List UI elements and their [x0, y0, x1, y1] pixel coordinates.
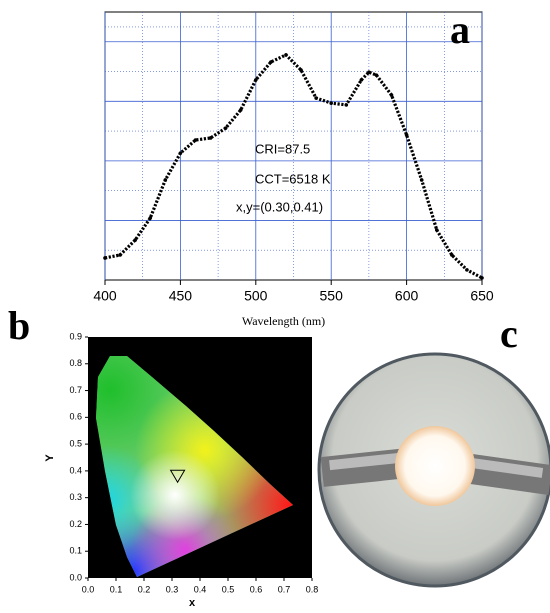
y-tick-label: 0.8: [69, 358, 82, 368]
data-point: [314, 96, 318, 100]
y-tick-label: 0.4: [69, 465, 82, 475]
y-tick-label: 0.0: [69, 572, 82, 582]
y-tick-label: 0.3: [69, 492, 82, 502]
panel-label: a: [450, 7, 470, 52]
x-tick-label: 0.0: [82, 584, 95, 594]
data-point: [254, 78, 258, 82]
data-point: [208, 136, 213, 140]
y-tick-label: 0.2: [69, 519, 82, 529]
x-tick-label: 650: [470, 288, 494, 304]
data-point: [103, 256, 107, 260]
x-tick-label: 0.8: [306, 584, 319, 594]
annotation: CCT=6518 K: [255, 171, 331, 186]
y-tick-label: 0.9: [69, 331, 82, 341]
x-tick-label: 0.4: [194, 584, 207, 594]
x-tick-label: 600: [395, 288, 419, 304]
data-point: [163, 178, 168, 182]
x-tick-label: 0.3: [166, 584, 179, 594]
y-tick-label: 0.6: [69, 412, 82, 422]
y-tick-label: 0.5: [69, 438, 82, 448]
spectrum-line: [104, 52, 483, 280]
data-point: [480, 276, 484, 280]
data-point: [299, 68, 303, 72]
x-tick-label: 0.7: [278, 584, 291, 594]
data-point: [359, 78, 364, 82]
data-point: [133, 238, 137, 242]
annotation: CRI=87.5: [255, 141, 310, 156]
data-point: [450, 253, 454, 257]
x-tick-label: 400: [93, 288, 117, 304]
x-axis-label: x: [189, 597, 196, 608]
data-point: [284, 53, 288, 57]
data-point: [223, 126, 228, 130]
x-tick-label: 0.2: [138, 584, 151, 594]
data-point: [269, 60, 273, 64]
data-point: [434, 228, 439, 232]
x-tick-label: 550: [320, 288, 344, 304]
x-tick-label: 500: [244, 288, 268, 304]
data-point: [178, 151, 183, 155]
x-tick-label: 0.1: [110, 584, 123, 594]
data-point: [404, 133, 409, 137]
data-point: [148, 216, 153, 220]
data-point: [419, 178, 424, 182]
data-point: [169, 469, 186, 484]
x-tick-label: 450: [169, 288, 193, 304]
data-point: [238, 108, 243, 112]
panel-label: b: [8, 303, 30, 348]
x-tick-label: 0.6: [250, 584, 263, 594]
data-point: [344, 103, 349, 107]
x-axis-label: Wavelength (nm): [242, 314, 325, 328]
y-tick-label: 0.1: [69, 546, 82, 556]
y-axis-label: Y: [44, 454, 56, 462]
data-point: [465, 268, 469, 272]
data-point: [389, 93, 394, 97]
photo: [317, 352, 550, 588]
y-tick-label: 0.7: [69, 385, 82, 395]
data-point: [367, 70, 371, 74]
data-point: [193, 138, 198, 142]
data-point: [329, 101, 334, 105]
data-point: [118, 253, 122, 257]
x-tick-label: 0.5: [222, 584, 235, 594]
panel-label: c: [500, 311, 518, 356]
data-point: [374, 73, 379, 77]
annotation: x,y=(0.30,0.41): [236, 199, 323, 214]
